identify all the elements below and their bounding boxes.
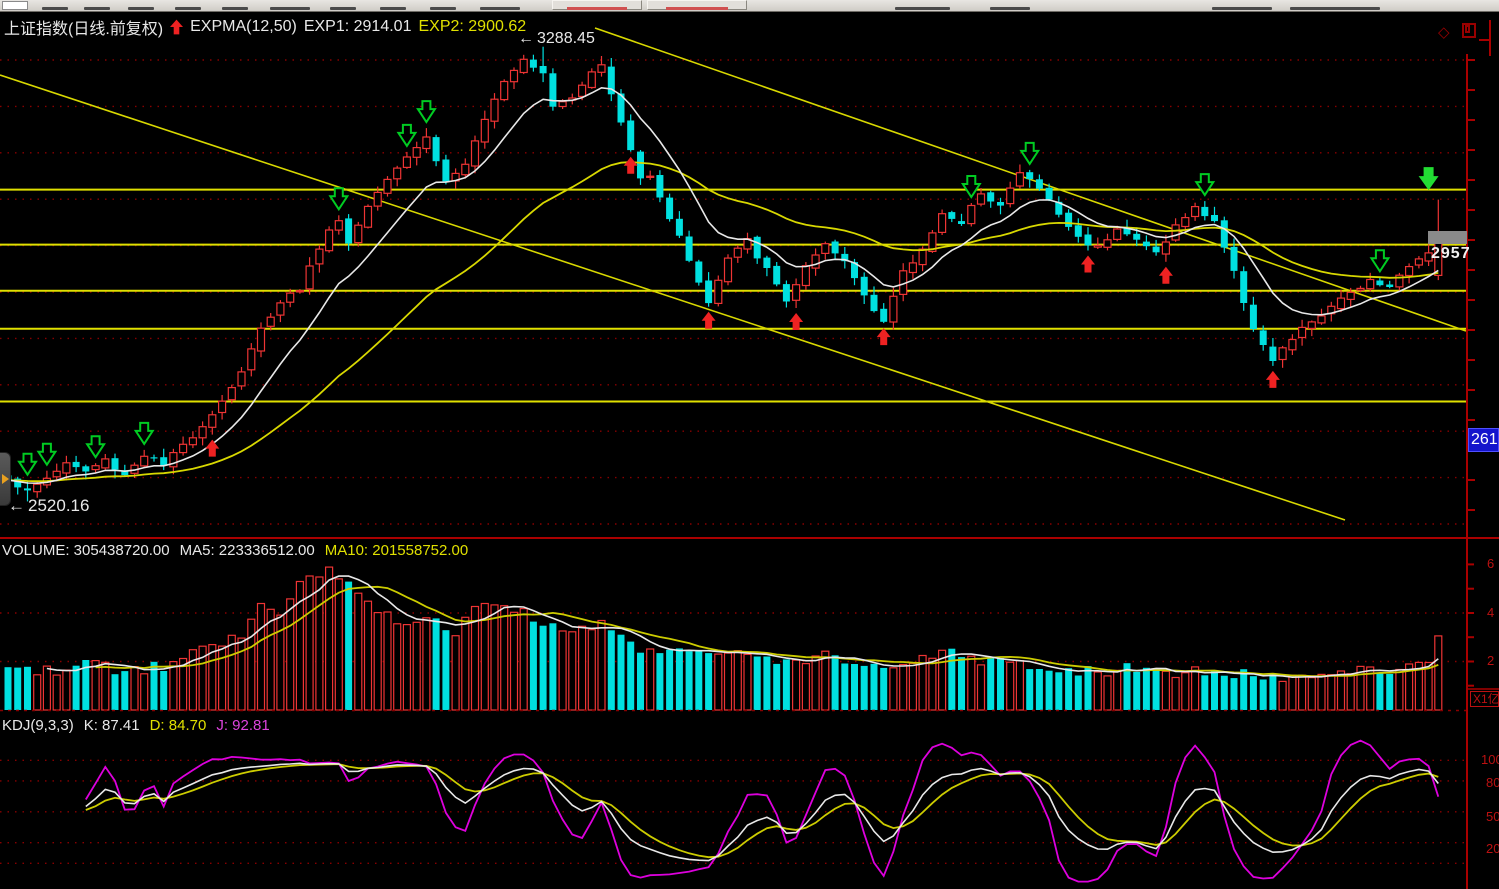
volume-axis-tick-4: 4 — [1487, 605, 1495, 620]
quote-value-stub — [666, 7, 728, 10]
menu-item-stub[interactable] — [42, 7, 68, 10]
sidebar-expand-tab[interactable] — [0, 452, 11, 506]
menu-item-stub[interactable] — [270, 7, 310, 10]
kdj-title: KDJ(9,3,3) — [2, 717, 74, 734]
quote-button[interactable] — [647, 0, 747, 10]
menu-item-stub[interactable] — [1290, 7, 1380, 10]
window-box-icon-inner — [1465, 25, 1470, 33]
kdj-j-value: J: 92.81 — [216, 717, 270, 734]
diamond-icon[interactable]: ◇ — [1438, 24, 1450, 41]
low-price-annotation: ← 2520.16 — [8, 496, 89, 516]
volume-header: VOLUME: 305438720.00 MA5: 223336512.00 M… — [2, 542, 468, 559]
high-value: 3288.45 — [537, 30, 595, 47]
trend-up-icon — [170, 19, 184, 35]
volume-axis-tick-6: 6 — [1487, 556, 1495, 571]
expand-arrow-icon — [2, 474, 9, 484]
last-price-tag-box — [1428, 231, 1467, 244]
kdj-axis-tick-50: 50 — [1486, 809, 1499, 824]
indicator-label: EXPMA(12,50) — [190, 18, 297, 35]
menu-item-stub[interactable] — [175, 7, 201, 10]
kdj-axis-tick-100: 100 — [1481, 752, 1499, 767]
menu-item-stub[interactable] — [895, 7, 950, 10]
volume-value: VOLUME: 305438720.00 — [2, 542, 170, 559]
high-price-annotation: ← 3288.45 — [518, 30, 595, 48]
menu-bar[interactable] — [0, 0, 1499, 12]
chart-title-row: 上证指数(日线.前复权) EXPMA(12,50) EXP1: 2914.01 … — [4, 15, 526, 39]
quote-value-stub — [567, 7, 627, 10]
high-pointer-icon: ← — [518, 30, 534, 47]
low-pointer-icon: ← — [8, 496, 25, 515]
kdj-header: KDJ(9,3,3) K: 87.41 D: 84.70 J: 92.81 — [2, 717, 270, 734]
menu-item-stub[interactable] — [430, 7, 456, 10]
volume-axis-tick-2: 2 — [1487, 653, 1495, 668]
right-axis-badge: 261 — [1468, 428, 1499, 452]
exp2-value: EXP2: 2900.62 — [418, 18, 527, 35]
menu-item-stub[interactable] — [480, 7, 520, 10]
low-value: 2520.16 — [28, 496, 90, 515]
menu-item-stub[interactable] — [330, 7, 356, 10]
menu-item-stub[interactable] — [990, 7, 1030, 10]
last-price-tag: 2957 — [1431, 245, 1471, 262]
kdj-k-value: K: 87.41 — [83, 717, 140, 734]
volume-unit-label: X1亿 — [1470, 691, 1499, 707]
kdj-axis-tick-80: 80 — [1486, 775, 1499, 790]
kdj-axis-tick-20: 20 — [1486, 841, 1499, 856]
symbol-title: 上证指数(日线.前复权) — [4, 21, 164, 38]
quote-button[interactable] — [552, 0, 642, 10]
exp1-value: EXP1: 2914.01 — [303, 18, 412, 35]
kdj-d-value: D: 84.70 — [149, 717, 207, 734]
volume-ma10-value: MA10: 201558752.00 — [324, 542, 469, 559]
menu-item-stub[interactable] — [380, 7, 406, 10]
menu-item-stub[interactable] — [1212, 7, 1272, 10]
menu-item-stub[interactable] — [128, 7, 154, 10]
volume-ma5-value: MA5: 223336512.00 — [179, 542, 315, 559]
window-box-icon[interactable] — [1462, 23, 1476, 38]
menu-item-stub[interactable] — [222, 7, 248, 10]
menu-input-stub[interactable] — [2, 1, 28, 10]
menu-item-stub[interactable] — [84, 7, 110, 10]
